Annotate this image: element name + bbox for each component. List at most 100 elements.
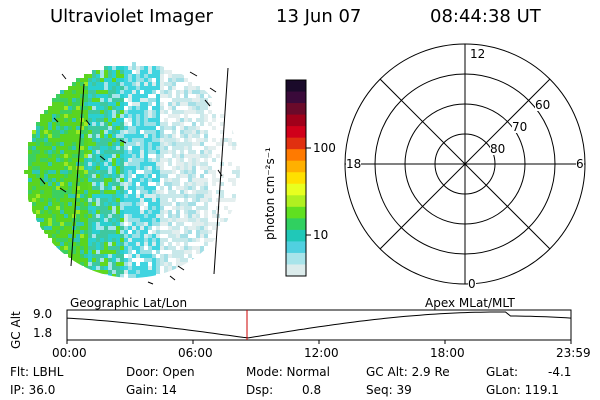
emission-pixel xyxy=(112,178,116,182)
emission-pixel xyxy=(52,102,56,106)
emission-pixel xyxy=(116,98,120,102)
emission-pixel xyxy=(112,114,116,118)
emission-pixel xyxy=(52,166,56,170)
emission-pixel xyxy=(104,66,108,70)
emission-pixel xyxy=(144,102,148,106)
emission-pixel xyxy=(84,210,88,214)
emission-pixel xyxy=(60,222,64,226)
emission-pixel xyxy=(196,118,200,122)
emission-pixel xyxy=(40,126,44,130)
emission-pixel xyxy=(92,246,96,250)
emission-pixel xyxy=(56,246,60,250)
emission-pixel xyxy=(200,154,204,158)
emission-pixel xyxy=(204,222,208,226)
emission-pixel xyxy=(52,118,56,122)
emission-pixel xyxy=(72,234,76,238)
emission-pixel xyxy=(84,222,88,226)
emission-pixel xyxy=(80,146,84,150)
emission-pixel xyxy=(168,114,172,118)
emission-pixel xyxy=(40,142,44,146)
emission-pixel xyxy=(208,122,212,126)
emission-pixel xyxy=(140,134,144,138)
emission-pixel xyxy=(200,182,204,186)
emission-pixel xyxy=(68,246,72,250)
emission-pixel xyxy=(100,142,104,146)
emission-pixel xyxy=(44,118,48,122)
emission-pixel xyxy=(132,206,136,210)
emission-pixel xyxy=(96,138,100,142)
emission-pixel xyxy=(40,206,44,210)
emission-pixel xyxy=(116,222,120,226)
emission-pixel xyxy=(172,246,176,250)
emission-pixel xyxy=(164,170,168,174)
emission-pixel xyxy=(148,242,152,246)
emission-pixel xyxy=(188,82,192,86)
emission-pixel xyxy=(220,182,224,186)
emission-pixel xyxy=(64,226,68,230)
emission-pixel xyxy=(96,130,100,134)
emission-pixel xyxy=(156,202,160,206)
emission-pixel xyxy=(136,86,140,90)
emission-pixel xyxy=(80,174,84,178)
emission-pixel xyxy=(136,238,140,242)
emission-pixel xyxy=(128,126,132,130)
emission-pixel xyxy=(116,134,120,138)
emission-pixel xyxy=(128,134,132,138)
emission-pixel xyxy=(152,134,156,138)
emission-pixel xyxy=(104,158,108,162)
emission-pixel xyxy=(188,150,192,154)
emission-pixel xyxy=(192,210,196,214)
emission-pixel xyxy=(136,166,140,170)
emission-pixel xyxy=(136,106,140,110)
emission-pixel xyxy=(160,194,164,198)
emission-pixel xyxy=(108,66,112,70)
emission-pixel xyxy=(104,214,108,218)
emission-pixel xyxy=(32,154,36,158)
emission-pixel xyxy=(132,198,136,202)
emission-pixel xyxy=(112,150,116,154)
emission-pixel xyxy=(160,110,164,114)
emission-pixel xyxy=(76,186,80,190)
emission-pixel xyxy=(108,114,112,118)
colorbar-swatch xyxy=(286,160,306,173)
emission-pixel xyxy=(104,162,108,166)
emission-pixel xyxy=(148,170,152,174)
emission-pixel xyxy=(168,242,172,246)
emission-pixel xyxy=(28,186,32,190)
emission-pixel xyxy=(100,150,104,154)
emission-pixel xyxy=(112,106,116,110)
emission-pixel xyxy=(92,134,96,138)
emission-pixel xyxy=(96,190,100,194)
emission-pixel xyxy=(48,150,52,154)
emission-pixel xyxy=(84,194,88,198)
emission-pixel xyxy=(156,78,160,82)
emission-pixel xyxy=(44,126,48,130)
emission-pixel xyxy=(76,86,80,90)
info-gc-alt: GC Alt: 2.9 Re xyxy=(366,365,450,379)
emission-pixel xyxy=(172,170,176,174)
emission-pixel xyxy=(176,90,180,94)
mlt-label-12: 12 xyxy=(470,47,486,61)
emission-pixel xyxy=(64,154,68,158)
emission-pixel xyxy=(88,182,92,186)
emission-pixel xyxy=(44,130,48,134)
emission-pixel xyxy=(112,254,116,258)
emission-pixel xyxy=(72,190,76,194)
colorbar-swatch xyxy=(286,172,306,185)
emission-pixel xyxy=(76,102,80,106)
emission-pixel xyxy=(172,234,176,238)
emission-pixel xyxy=(196,182,200,186)
emission-pixel xyxy=(160,230,164,234)
emission-pixel xyxy=(156,266,160,270)
emission-pixel xyxy=(140,158,144,162)
emission-pixel xyxy=(144,194,148,198)
emission-pixel xyxy=(136,146,140,150)
emission-pixel xyxy=(176,122,180,126)
emission-pixel xyxy=(92,70,96,74)
emission-pixel xyxy=(136,174,140,178)
emission-pixel xyxy=(144,122,148,126)
emission-pixel xyxy=(228,142,232,146)
emission-pixel xyxy=(76,130,80,134)
emission-pixel xyxy=(156,154,160,158)
emission-pixel xyxy=(100,126,104,130)
